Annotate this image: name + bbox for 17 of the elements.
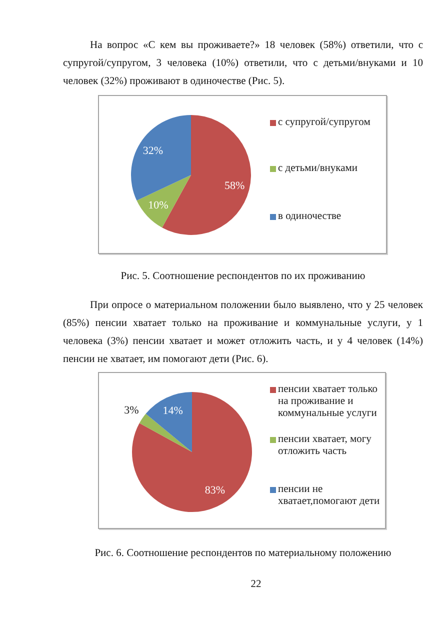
- text: На вопрос «С кем вы проживаете?» 18 человек (58%) ответили, что с супругой/супругом, 3 человека (10%) ответили, что с детьми/внуками и 10 человек (32%) проживают в одиночестве (Рис. 5).: [63, 39, 423, 89]
- text: 22: [250, 578, 262, 592]
- data-label: 58%: [224, 180, 245, 192]
- data-label: 83%: [204, 484, 225, 497]
- legend-label: с супругой/супругом: [278, 117, 372, 129]
- legend-label: с детьми/внуками: [278, 163, 359, 175]
- text: Рис. 5. Соотношение респондентов по их проживанию: [120, 270, 366, 284]
- data-label: 10%: [148, 200, 168, 212]
- data-label: 32%: [142, 144, 164, 157]
- data-label: 14%: [162, 405, 183, 418]
- text: При опросе о материальном положении было выявлено, что у 25 человек (85%) пенсии хватает только на проживание и коммунальные услуги, у 1 человека (3%) пенсии хватает и может отложить часть, и у 4 человек (14%) пенсии не хватает, им помогают дети (Рис. 6).: [63, 299, 423, 367]
- legend-label: пенсии не хватает,помогают дети: [278, 484, 381, 508]
- data-label: 3%: [124, 404, 139, 417]
- legend-label: в одиночестве: [278, 211, 342, 223]
- legend-label: пенсии хватает, могу отложить часть: [278, 434, 372, 458]
- text: Рис. 6. Соотношение респондентов по материальному положению: [94, 547, 392, 561]
- legend-label: пенсии хватает только на проживание и коммунальные услуги: [278, 384, 379, 420]
